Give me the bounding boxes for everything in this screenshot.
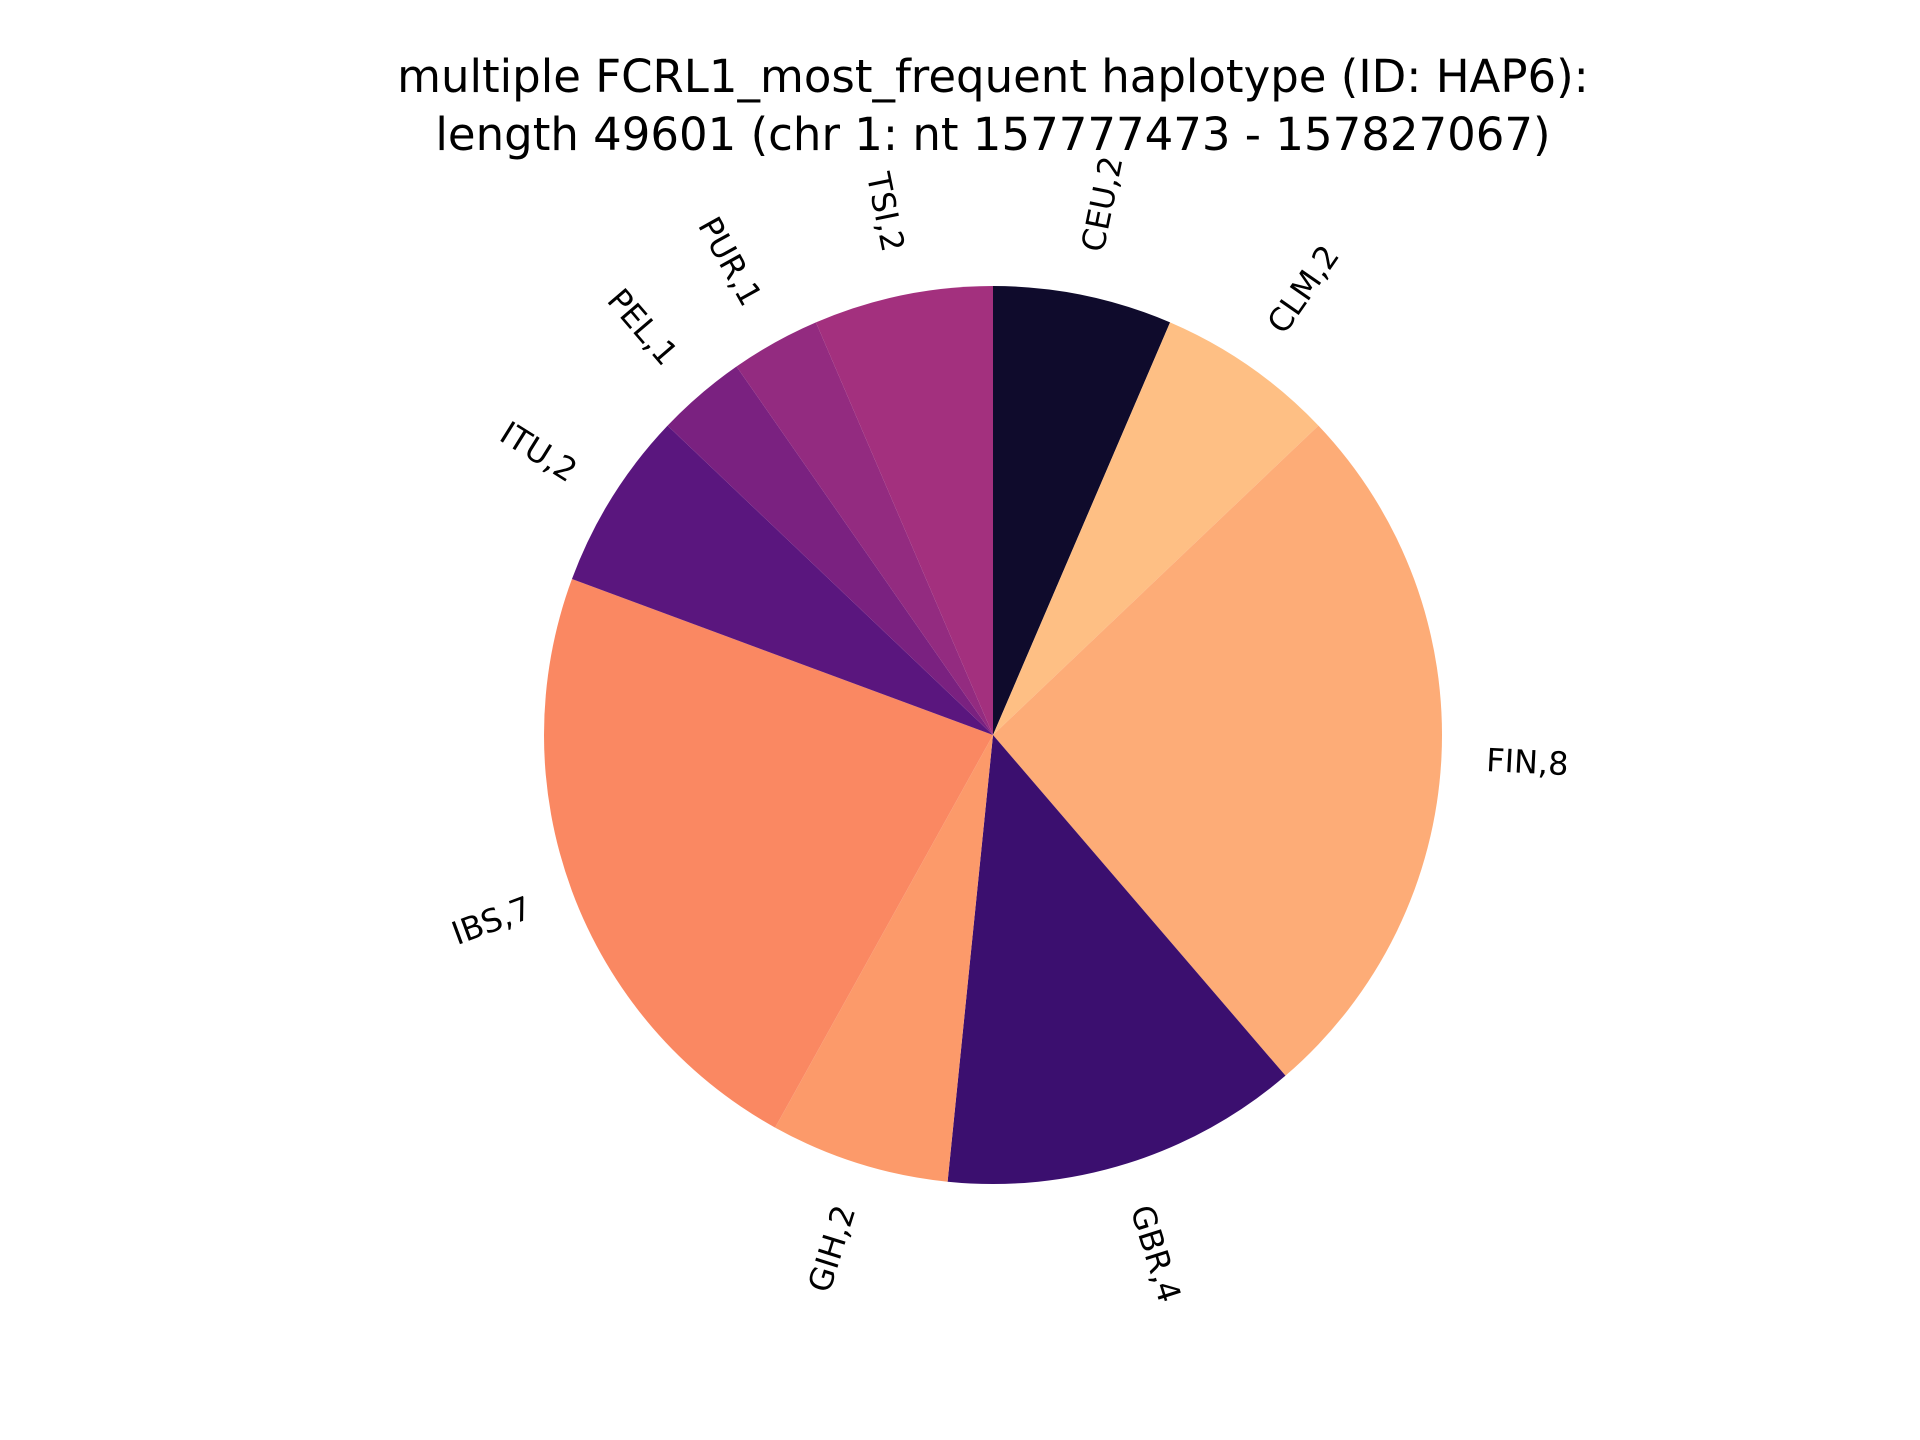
pie-label-gih: GIH,2	[800, 1201, 863, 1297]
pie-slice-ceu	[993, 286, 1171, 735]
pie-label-ibs: IBS,7	[447, 889, 537, 953]
pie-label-ceu: CEU,2	[1074, 153, 1131, 255]
chart-title: multiple FCRL1_most_frequent haplotype (…	[0, 48, 1920, 164]
pie-label-fin: FIN,8	[1485, 741, 1569, 783]
pie-slice-tsi	[815, 286, 993, 735]
pie-slice-ibs	[544, 579, 993, 1128]
pie-label-tsi: TSI,2	[859, 168, 912, 255]
pie-slice-pel	[667, 366, 993, 735]
pie-label-gbr: GBR,4	[1123, 1201, 1189, 1307]
chart-title-line-2: length 49601 (chr 1: nt 157777473 - 1578…	[435, 108, 1551, 161]
pie-slice-gbr	[947, 735, 1286, 1185]
pie-slice-pur	[736, 322, 993, 735]
pie-label-pur: PUR,1	[690, 210, 770, 312]
pie-slice-clm	[993, 322, 1319, 735]
pie-label-itu: ITU,2	[493, 414, 583, 490]
pie-label-clm: CLM,2	[1260, 238, 1347, 340]
chart-title-line-1: multiple FCRL1_most_frequent haplotype (…	[397, 50, 1589, 103]
pie-slice-gih	[775, 735, 993, 1182]
pie-slice-itu	[571, 425, 993, 735]
pie-label-pel: PEL,1	[600, 281, 686, 372]
pie-slice-fin	[993, 425, 1443, 1076]
pie-slices	[544, 286, 1443, 1185]
